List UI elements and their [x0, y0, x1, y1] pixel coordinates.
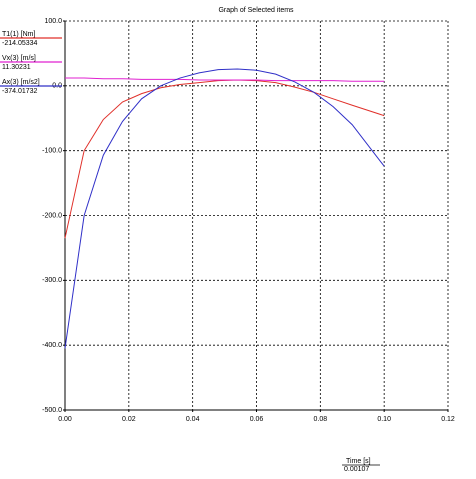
legend-readout: -374.01732: [2, 88, 38, 95]
x-tick-label: 0.04: [186, 416, 200, 423]
x-readout: 0.00107: [344, 466, 369, 473]
x-axis-label: Time [s]: [346, 458, 371, 465]
x-tick-label: 0.12: [441, 416, 455, 423]
y-tick-label: -500.0: [42, 407, 62, 414]
legend-label: Ax(3) [m/s2]: [2, 79, 40, 86]
x-tick-label: 0.02: [122, 416, 136, 423]
x-tick-label: 0.08: [314, 416, 328, 423]
y-tick-label: 100.0: [44, 18, 62, 25]
series-line: [65, 77, 385, 82]
legend-label: Vx(3) [m/s]: [2, 55, 36, 62]
legend-readout: 11.30231: [2, 64, 31, 71]
y-tick-label: -100.0: [42, 148, 62, 155]
x-tick-label: 0.00: [58, 416, 72, 423]
legend-label: T1(1) [Nm]: [2, 31, 36, 38]
chart-title: Graph of Selected items: [218, 7, 294, 14]
x-tick-label: 0.06: [250, 416, 264, 423]
y-tick-label: -400.0: [42, 342, 62, 349]
legend-readout: -214.05334: [2, 40, 38, 47]
series-line: [64, 68, 385, 349]
series-line: [64, 79, 385, 239]
y-tick-label: -300.0: [42, 277, 62, 284]
y-tick-label: -200.0: [42, 212, 62, 219]
x-tick-label: 0.10: [377, 416, 391, 423]
